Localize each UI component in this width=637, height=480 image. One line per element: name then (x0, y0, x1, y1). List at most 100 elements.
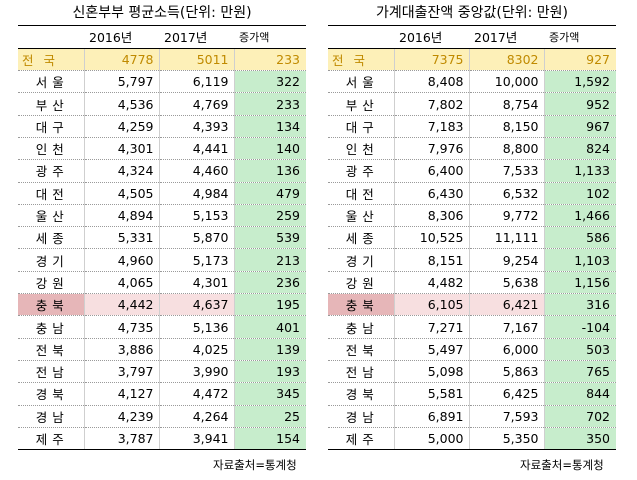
national-row: 전 국 4778 5011 233 (18, 48, 306, 71)
loan-table-title: 가계대출잔액 중앙값(단위: 만원) (328, 0, 616, 26)
value-2017-cell: 8,800 (468, 136, 544, 160)
region-row: 세종 5,331 5,870 539 (18, 226, 306, 249)
value-2016-cell: 8,151 (393, 248, 469, 272)
region-cell: 제주 (328, 426, 394, 451)
increase-cell: 1,592 (543, 70, 616, 93)
region-cell: 대구 (18, 114, 84, 138)
region-cell: 충남 (18, 315, 84, 339)
region-cell: 세종 (328, 226, 394, 249)
region-cell: 전북 (328, 337, 394, 361)
header-increase: 증가액 (544, 26, 616, 49)
region-cell: 경남 (18, 404, 84, 428)
value-2017-cell: 4,460 (158, 159, 234, 183)
region-row: 대구 4,259 4,393 134 (18, 114, 306, 138)
value-2017-cell: 5,638 (468, 270, 544, 294)
region-cell: 부산 (18, 92, 84, 116)
region-row: 서울 8,408 10,000 1,592 (328, 70, 616, 93)
value-2017-cell: 9,772 (468, 203, 544, 227)
value-2016-cell: 4,482 (393, 270, 469, 294)
increase-cell: 539 (233, 226, 306, 249)
increase-cell: 136 (233, 159, 306, 183)
value-2017-cell: 8302 (468, 48, 544, 71)
region-cell: 경북 (328, 382, 394, 406)
region-row: 세종 10,525 11,111 586 (328, 226, 616, 249)
value-2016-cell: 8,306 (393, 203, 469, 227)
region-cell: 제주 (18, 426, 84, 451)
increase-cell: 233 (233, 92, 306, 116)
region-cell: 전남 (18, 359, 84, 383)
region-cell: 충북 (18, 293, 84, 316)
header-increase: 증가액 (234, 26, 306, 49)
region-cell: 경기 (18, 248, 84, 272)
region-cell: 울산 (18, 203, 84, 227)
value-2016-cell: 7,976 (393, 136, 469, 160)
region-cell: 전북 (18, 337, 84, 361)
increase-cell: 236 (233, 270, 306, 294)
header-2016: 2016년 (84, 26, 159, 49)
value-2016-cell: 4,301 (83, 136, 159, 160)
region-row: 부산 4,536 4,769 233 (18, 92, 306, 116)
region-row: 광주 4,324 4,460 136 (18, 159, 306, 183)
income-source-note: 자료출처=통계청 (213, 458, 297, 472)
value-2016-cell: 8,408 (393, 70, 469, 93)
value-2017-cell: 4,441 (158, 136, 234, 160)
increase-cell: 259 (233, 203, 306, 227)
region-cell: 인천 (328, 136, 394, 160)
loan-header-row: 2016년 2017년 증가액 (328, 26, 616, 49)
region-row: 대구 7,183 8,150 967 (328, 114, 616, 138)
value-2017-cell: 11,111 (468, 226, 544, 249)
header-2017: 2017년 (469, 26, 544, 49)
value-2016-cell: 7,183 (393, 114, 469, 138)
value-2016-cell: 4,505 (83, 181, 159, 205)
region-row: 경남 6,891 7,593 702 (328, 404, 616, 428)
region-cell: 서울 (18, 70, 84, 93)
region-row: 충북 4,442 4,637 195 (18, 293, 306, 316)
loan-source-note: 자료출처=통계청 (520, 458, 604, 472)
value-2016-cell: 5,797 (83, 70, 159, 93)
region-row: 대전 4,505 4,984 479 (18, 181, 306, 205)
region-cell: 대전 (18, 181, 84, 205)
value-2017-cell: 5,136 (158, 315, 234, 339)
region-cell: 대전 (328, 181, 394, 205)
income-header-row: 2016년 2017년 증가액 (18, 26, 306, 49)
value-2016-cell: 3,886 (83, 337, 159, 361)
loan-panel: 가계대출잔액 중앙값(단위: 만원) 2016년 2017년 증가액 전 국 7… (328, 0, 616, 472)
value-2016-cell: 4,960 (83, 248, 159, 272)
value-2016-cell: 3,787 (83, 426, 159, 451)
increase-cell: 350 (543, 426, 616, 451)
value-2017-cell: 6,421 (468, 293, 544, 316)
value-2017-cell: 4,472 (158, 382, 234, 406)
value-2016-cell: 4,239 (83, 404, 159, 428)
increase-cell: 1,133 (543, 159, 616, 183)
region-row: 서울 5,797 6,119 322 (18, 70, 306, 93)
region-row: 경기 8,151 9,254 1,103 (328, 248, 616, 272)
value-2017-cell: 7,533 (468, 159, 544, 183)
region-cell: 충남 (328, 315, 394, 339)
region-cell: 울산 (328, 203, 394, 227)
value-2017-cell: 6,425 (468, 382, 544, 406)
value-2016-cell: 5,581 (393, 382, 469, 406)
increase-cell: 479 (233, 181, 306, 205)
increase-cell: 503 (543, 337, 616, 361)
value-2016-cell: 4,324 (83, 159, 159, 183)
region-cell: 강원 (328, 270, 394, 294)
increase-cell: 844 (543, 382, 616, 406)
region-row: 전북 3,886 4,025 139 (18, 337, 306, 361)
value-2017-cell: 4,393 (158, 114, 234, 138)
increase-cell: 140 (233, 136, 306, 160)
increase-cell: 927 (543, 48, 616, 71)
region-row: 충남 4,735 5,136 401 (18, 315, 306, 339)
header-2016: 2016년 (394, 26, 469, 49)
value-2017-cell: 4,637 (158, 293, 234, 316)
value-2016-cell: 4,065 (83, 270, 159, 294)
value-2017-cell: 3,990 (158, 359, 234, 383)
increase-cell: 345 (233, 382, 306, 406)
value-2016-cell: 5,098 (393, 359, 469, 383)
increase-cell: 213 (233, 248, 306, 272)
income-table: 2016년 2017년 증가액 전 국 4778 5011 233 서울 5,79… (18, 26, 306, 451)
value-2016-cell: 7,271 (393, 315, 469, 339)
loan-table-body: 전 국 7375 8302 927 서울 8,408 10,000 1,592 부산 7,… (328, 48, 616, 451)
value-2017-cell: 6,119 (158, 70, 234, 93)
region-row: 경남 4,239 4,264 25 (18, 404, 306, 428)
region-cell: 세종 (18, 226, 84, 249)
